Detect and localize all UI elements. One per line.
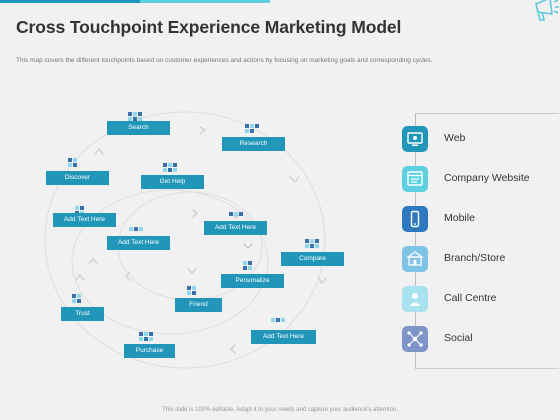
node-get-help[interactable]: Get Help xyxy=(141,175,204,189)
node-discover[interactable]: Discover xyxy=(46,171,109,185)
node-compare[interactable]: Compare xyxy=(281,252,344,266)
browser-icon xyxy=(402,166,428,192)
node-glyph xyxy=(243,261,257,271)
legend-label: Web xyxy=(444,132,466,144)
legend-label: Mobile xyxy=(444,212,475,224)
node-glyph xyxy=(72,294,86,304)
arrow-chevron xyxy=(243,243,253,249)
node-purchase[interactable]: Purchase xyxy=(124,344,175,358)
legend-item-social: Social xyxy=(402,326,552,352)
megaphone-icon xyxy=(535,0,559,21)
node-research[interactable]: Research xyxy=(222,137,285,151)
node-glyph xyxy=(245,124,259,134)
node-personalize[interactable]: Personalize xyxy=(221,274,284,288)
arrow-chevron xyxy=(88,258,98,264)
node-add-text-1[interactable]: Add Text Here xyxy=(53,213,116,227)
node-glyph xyxy=(271,318,285,328)
arrow-chevron xyxy=(192,209,199,218)
arrow-chevron xyxy=(187,268,197,274)
arrow-chevron xyxy=(199,126,207,135)
node-glyph xyxy=(128,112,142,122)
node-add-text-4[interactable]: Add Text Here xyxy=(251,330,316,344)
legend-label: Call Centre xyxy=(444,292,497,304)
outer-cycle-ring xyxy=(44,111,326,369)
legend-item-call-centre: Call Centre xyxy=(402,286,552,312)
network-icon xyxy=(402,326,428,352)
legend-item-branch-store: Branch/Store xyxy=(402,246,552,272)
node-glyph xyxy=(229,212,243,222)
monitor-icon xyxy=(402,126,428,152)
legend-item-mobile: Mobile xyxy=(402,206,552,232)
store-icon xyxy=(402,246,428,272)
page-subtitle: This map covers the different touchpoint… xyxy=(16,57,433,64)
node-trust[interactable]: Trust xyxy=(61,307,104,321)
legend-item-web: Web xyxy=(402,126,552,152)
arrow-chevron xyxy=(231,213,241,219)
legend-label: Social xyxy=(444,332,473,344)
legend-panel xyxy=(415,113,559,369)
node-add-text-3[interactable]: Add Text Here xyxy=(107,236,170,250)
node-add-text-2[interactable]: Add Text Here xyxy=(204,221,267,235)
node-glyph xyxy=(163,163,177,173)
node-glyph xyxy=(187,286,201,296)
footer-note: This slide is 100% editable. Adapt it to… xyxy=(162,407,398,413)
node-glyph xyxy=(68,158,82,168)
legend-label: Company Website xyxy=(444,172,530,184)
person-icon xyxy=(402,286,428,312)
page-title: Cross Touchpoint Experience Marketing Mo… xyxy=(16,17,402,37)
middle-cycle-ring xyxy=(71,189,269,335)
arrow-chevron xyxy=(317,277,327,285)
arrow-chevron xyxy=(75,273,85,281)
node-glyph xyxy=(129,227,143,237)
legend-label: Branch/Store xyxy=(444,252,506,264)
mobile-icon xyxy=(402,206,428,232)
top-accent-bar-dark xyxy=(0,0,140,3)
arrow-chevron xyxy=(125,271,131,281)
arrow-chevron xyxy=(230,344,236,354)
arrow-chevron xyxy=(289,176,300,184)
top-accent-bar-light xyxy=(140,0,270,3)
node-glyph xyxy=(139,332,153,342)
node-friend[interactable]: Friend xyxy=(175,298,222,312)
node-search[interactable]: Search xyxy=(107,121,170,135)
arrow-chevron xyxy=(94,147,104,155)
node-glyph xyxy=(305,239,319,249)
legend-item-company-website: Company Website xyxy=(402,166,552,192)
